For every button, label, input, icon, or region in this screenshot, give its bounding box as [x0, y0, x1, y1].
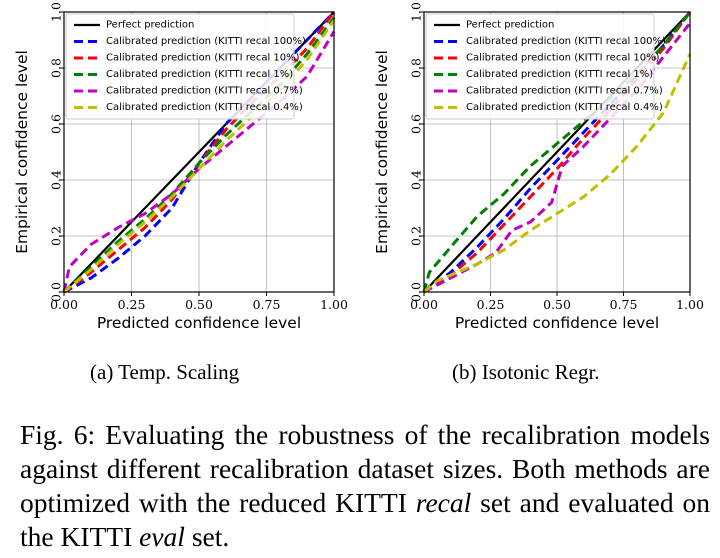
chart-isotonic-regression: 0.00 0.25 0.50 0.75 1.00 0.0 0.2 0.4 0.6 0.8 1.0 Pr… — [373, 2, 704, 332]
y-tick-label: 0.6 — [409, 114, 424, 134]
y-tick-label: 0.8 — [409, 58, 424, 78]
y-tick-label: 0.4 — [49, 170, 64, 190]
y-tick-label: 0.0 — [49, 282, 64, 302]
legend-entry-label: Perfect prediction — [466, 20, 554, 31]
series-line-1 — [423, 11, 692, 294]
legend-entry-label: Calibrated prediction (KITTI recal 1%) — [106, 69, 293, 80]
y-axis-label: Empirical confidence level — [373, 50, 391, 254]
x-axis-label: Predicted confidence level — [97, 314, 301, 332]
legend-entry-label: Perfect prediction — [106, 20, 194, 31]
x-tick-label: 0.00 — [410, 297, 438, 312]
y-tick-label: 0.4 — [409, 170, 424, 190]
subcaption-b: (b) Isotonic Regr. — [452, 360, 600, 384]
x-tick-label: 0.25 — [118, 297, 146, 312]
y-tick-label: 0.2 — [49, 226, 64, 246]
caption-text-1: Fig. 6: Evaluating the robustness of the… — [20, 419, 710, 518]
y-tick-label: 0.8 — [49, 58, 64, 78]
legend: Perfect prediction Calibrated prediction … — [425, 13, 666, 120]
caption-emphasis-eval: eval — [139, 521, 185, 552]
legend-entry-label: Calibrated prediction (KITTI recal 100%) — [466, 36, 666, 47]
chart-temp-scaling: 0.00 0.25 0.50 0.75 1.00 0.0 0.2 0.4 0.6 0.8 1.0 Pr… — [13, 2, 348, 332]
x-tick-label: 0.75 — [253, 297, 281, 312]
legend-entry-label: Calibrated prediction (KITTI recal 10%) — [466, 53, 660, 64]
legend-entry-label: Calibrated prediction (KITTI recal 10%) — [106, 53, 300, 64]
y-tick-label: 0.0 — [409, 282, 424, 302]
caption-emphasis-recal: recal — [415, 487, 472, 518]
legend-entry-label: Calibrated prediction (KITTI recal 0.7%) — [106, 86, 303, 97]
x-axis-label: Predicted confidence level — [455, 314, 659, 332]
legend: Perfect prediction Calibrated prediction … — [65, 13, 306, 120]
y-axis-label: Empirical confidence level — [13, 50, 31, 254]
x-tick-label: 1.00 — [676, 297, 704, 312]
y-tick-label: 1.0 — [49, 2, 64, 22]
legend-entry-label: Calibrated prediction (KITTI recal 0.7%) — [466, 86, 663, 97]
series-line-5 — [423, 53, 692, 294]
legend-entry-label: Calibrated prediction (KITTI recal 0.4%) — [466, 102, 663, 113]
legend-entry-label: Calibrated prediction (KITTI recal 0.4%) — [106, 102, 303, 113]
x-tick-label: 0.75 — [610, 297, 638, 312]
legend-entry-label: Calibrated prediction (KITTI recal 1%) — [466, 69, 653, 80]
caption-text-2: set and evaluated on the KITTI — [20, 487, 710, 552]
legend-box — [65, 13, 295, 120]
caption-text-3: set. — [184, 521, 230, 552]
x-tick-label: 0.25 — [477, 297, 505, 312]
x-tick-label: 0.50 — [543, 297, 571, 312]
y-tick-label: 0.6 — [49, 114, 64, 134]
x-tick-label: 0.50 — [185, 297, 213, 312]
y-tick-label: 1.0 — [409, 2, 424, 22]
x-tick-label: 0.00 — [50, 297, 78, 312]
subcaption-a: (a) Temp. Scaling — [90, 360, 240, 384]
x-tick-label: 1.00 — [320, 297, 348, 312]
legend-box — [425, 13, 655, 120]
figure-caption: Fig. 6: Evaluating the robustness of the… — [20, 418, 710, 554]
y-tick-label: 0.2 — [409, 226, 424, 246]
legend-entry-label: Calibrated prediction (KITTI recal 100%) — [106, 36, 306, 47]
